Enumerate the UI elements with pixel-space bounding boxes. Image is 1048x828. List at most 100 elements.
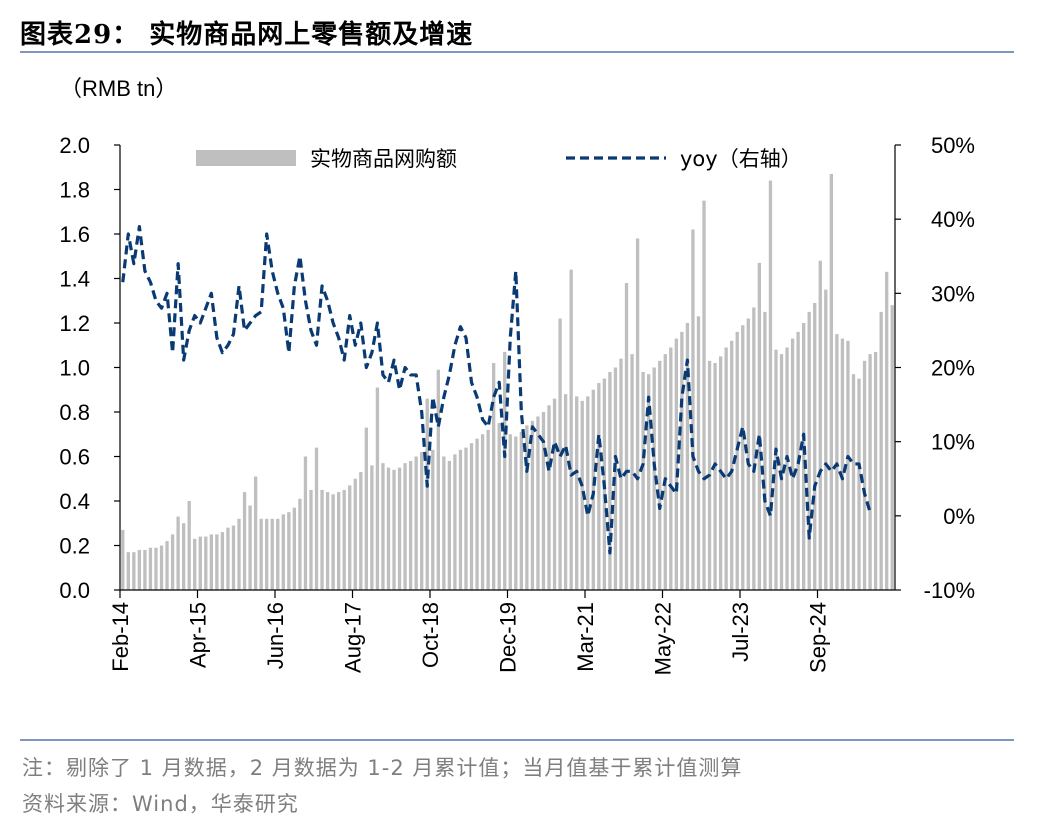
bar [364, 427, 368, 590]
legend-bar-label: 实物商品网购额 [310, 147, 457, 171]
bar [597, 383, 601, 590]
bar [724, 347, 728, 590]
bar [851, 374, 856, 590]
x-tick-label: Aug-17 [341, 602, 366, 673]
bar [353, 478, 357, 590]
source-note: 资料来源：Wind，华泰研究 [22, 792, 299, 816]
bar [857, 378, 861, 591]
axes [119, 145, 896, 591]
yoy-line [121, 224, 872, 555]
bar [696, 316, 701, 590]
bar [303, 456, 308, 590]
bar [840, 338, 845, 590]
x-tick-label: Mar-21 [573, 602, 598, 672]
bar [480, 434, 485, 590]
bar [702, 200, 706, 591]
bar [746, 318, 750, 590]
left-axis-unit-label: （RMB tn） [60, 76, 177, 101]
bar [148, 547, 153, 590]
bar [381, 463, 385, 590]
bar [469, 443, 474, 590]
bar [885, 271, 889, 590]
bar [691, 229, 695, 591]
bar [763, 311, 767, 591]
bar [259, 518, 263, 590]
bar [392, 469, 396, 590]
legend: 实物商品网购额 yoy（右轴） [196, 147, 802, 171]
x-tick-label: Oct-18 [418, 602, 443, 668]
bar [137, 549, 142, 590]
bar [436, 369, 440, 590]
bar [608, 371, 612, 590]
bar [314, 447, 319, 590]
bar [730, 340, 734, 590]
bar [143, 549, 147, 590]
bar [248, 505, 252, 590]
bar [414, 456, 418, 590]
bar [165, 541, 169, 590]
bar [652, 367, 656, 590]
bar [658, 360, 662, 590]
bar [824, 289, 828, 591]
legend-bar-swatch [196, 150, 296, 166]
x-axis-ticks: Feb-14 Apr-15 Jun-16 Aug-17 Oct-18 Dec-19 Mar-… [108, 590, 831, 675]
bar [397, 467, 402, 591]
chart: （RMB tn） 0.0 0.2 0.4 0.6 0.8 1.0 1.2 1.4 1.6 1.8 2… [59, 76, 975, 675]
bar [154, 547, 158, 590]
bar [674, 338, 678, 590]
bar [835, 334, 839, 591]
bar [187, 501, 191, 590]
bar [735, 331, 739, 590]
bar [624, 282, 629, 590]
bar [337, 492, 341, 590]
x-tick-label: Dec-19 [496, 602, 521, 673]
bar [475, 438, 479, 590]
bar [807, 311, 811, 591]
bar [486, 429, 490, 590]
bar [818, 260, 822, 590]
chart-title: 图表29： 实物商品网上零售额及增速 [20, 20, 474, 50]
bar [292, 507, 297, 590]
bar [591, 389, 595, 590]
bar [182, 523, 186, 590]
bar [298, 498, 302, 590]
left-tick-label: 1.2 [59, 311, 90, 336]
left-tick-label: 1.8 [59, 178, 90, 203]
bar [403, 463, 407, 590]
x-tick-label: Apr-15 [186, 602, 211, 668]
bar [420, 452, 424, 590]
bar [635, 238, 640, 590]
right-tick-label: 10% [931, 430, 975, 455]
bar [215, 534, 219, 591]
right-tick-label: 0% [943, 504, 975, 529]
left-tick-label: 1.4 [59, 267, 90, 292]
left-tick-label: 2.0 [59, 133, 90, 158]
right-tick-label: 20% [931, 356, 975, 381]
bar [757, 262, 762, 590]
bar [669, 347, 673, 590]
x-tick-label: Jul-23 [728, 602, 753, 662]
bar [253, 476, 258, 590]
legend-line-label: yoy（右轴） [680, 147, 802, 171]
bar [408, 460, 413, 590]
bar [790, 338, 795, 590]
right-tick-label: 40% [931, 207, 975, 232]
bar [846, 340, 850, 590]
right-tick-label: 50% [931, 133, 975, 158]
bar [447, 460, 452, 590]
bar [580, 400, 584, 591]
bar [497, 423, 501, 591]
bar [220, 532, 225, 590]
bar [774, 349, 778, 590]
bar [680, 331, 684, 590]
bar [547, 405, 551, 590]
bar [132, 552, 136, 590]
bar [586, 396, 590, 590]
bar [525, 425, 529, 590]
left-tick-label: 1.6 [59, 222, 90, 247]
bar [226, 527, 230, 590]
bar [375, 387, 380, 590]
bar [879, 311, 883, 591]
bar [663, 354, 667, 590]
bar [829, 173, 833, 591]
